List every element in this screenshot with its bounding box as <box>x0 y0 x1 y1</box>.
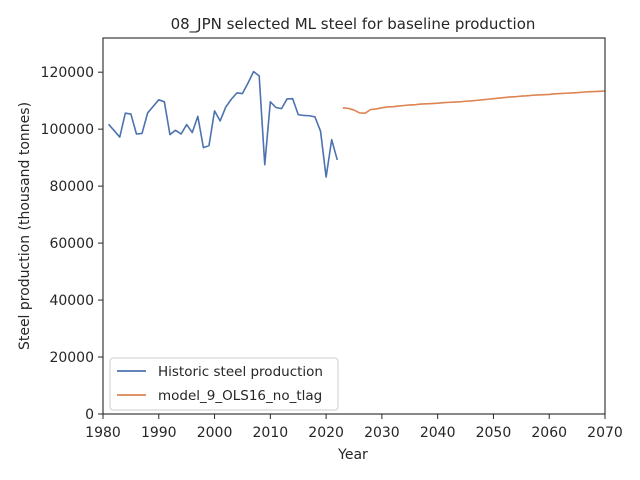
x-tick-label: 2060 <box>531 425 567 441</box>
y-tick-label: 100000 <box>41 122 94 138</box>
x-tick-label: 2070 <box>587 425 623 441</box>
y-tick-label: 0 <box>85 407 94 423</box>
x-tick-label: 2000 <box>197 425 233 441</box>
legend-label-model: model_9_OLS16_no_tlag <box>158 388 322 404</box>
y-tick-label: 60000 <box>49 236 94 252</box>
y-axis-label: Steel production (thousand tonnes) <box>17 102 33 350</box>
y-tick-label: 80000 <box>49 179 94 195</box>
y-tick-label: 40000 <box>49 293 94 309</box>
series-line-1 <box>342 90 606 114</box>
x-tick-label: 2050 <box>476 425 512 441</box>
plot-area <box>102 37 606 415</box>
x-tick-label: 2010 <box>253 425 289 441</box>
legend-label-historic: Historic steel production <box>158 364 323 380</box>
x-axis: 1980 1990 2000 2010 2020 2030 2040 2050 2060 2070 <box>85 414 623 441</box>
y-axis: 0 20000 40000 60000 80000 100000 120000 <box>41 65 103 423</box>
x-tick-label: 2020 <box>308 425 344 441</box>
x-tick-label: 2040 <box>420 425 456 441</box>
series-line-0 <box>107 70 339 178</box>
x-tick-label: 1980 <box>85 425 121 441</box>
chart-title: 08_JPN selected ML steel for baseline pr… <box>171 15 536 34</box>
x-tick-label: 2030 <box>364 425 400 441</box>
x-axis-label: Year <box>337 447 368 463</box>
legend: Historic steel production model_9_OLS16_… <box>109 357 339 411</box>
y-tick-label: 20000 <box>49 350 94 366</box>
plot-frame <box>102 37 606 415</box>
x-tick-label: 1990 <box>141 425 177 441</box>
y-tick-label: 120000 <box>41 65 94 81</box>
legend-box <box>109 357 339 411</box>
